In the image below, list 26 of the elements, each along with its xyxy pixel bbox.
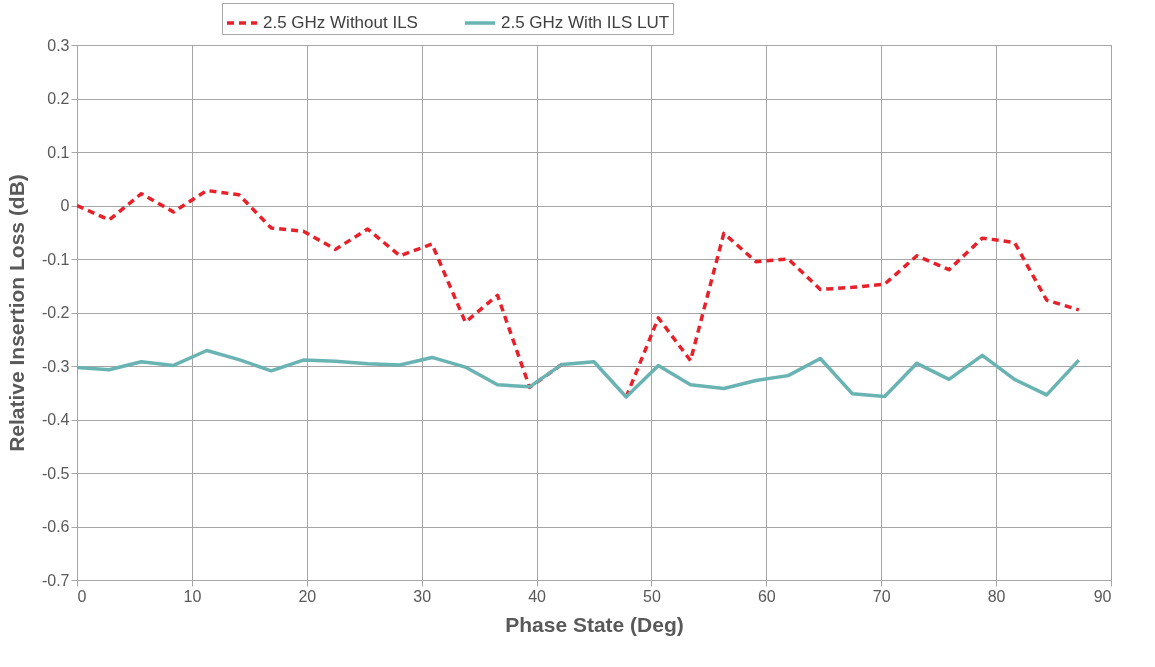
x-tick-label: 30 xyxy=(413,587,432,605)
x-tick-label: 80 xyxy=(987,587,1006,605)
y-tick-label: 0.1 xyxy=(47,143,70,161)
y-tick-label: -0.7 xyxy=(41,571,70,589)
y-tick-label: -0.6 xyxy=(41,518,70,535)
x-tick-label: 20 xyxy=(298,587,317,605)
x-tick-label: 50 xyxy=(643,587,661,605)
x-tick-label: 60 xyxy=(757,587,776,605)
y-tick-label: -0.3 xyxy=(41,357,70,375)
x-axis-title: Phase State (Deg) xyxy=(505,612,684,636)
x-tick-label: 90 xyxy=(1093,587,1112,605)
legend-label: 2.5 GHz Without ILS xyxy=(263,13,418,32)
line-series xyxy=(77,348,1081,399)
x-tick-label: 70 xyxy=(872,587,891,605)
x-tick-label: 0 xyxy=(77,587,87,605)
y-tick-label: 0 xyxy=(60,197,70,214)
y-tick-label: 0.3 xyxy=(47,36,70,54)
y-tick-label: 0.2 xyxy=(47,90,70,107)
x-tick-label: 40 xyxy=(528,587,547,605)
y-tick-label: -0.1 xyxy=(41,250,70,268)
legend-label: 2.5 GHz With ILS LUT xyxy=(501,13,670,32)
y-tick-label: -0.5 xyxy=(41,464,70,482)
x-tick-label: 10 xyxy=(183,587,202,605)
y-tick-label: -0.4 xyxy=(41,411,70,428)
y-tick-label: -0.2 xyxy=(41,304,70,321)
y-axis-title: Relative Insertion Loss (dB) xyxy=(4,174,28,452)
